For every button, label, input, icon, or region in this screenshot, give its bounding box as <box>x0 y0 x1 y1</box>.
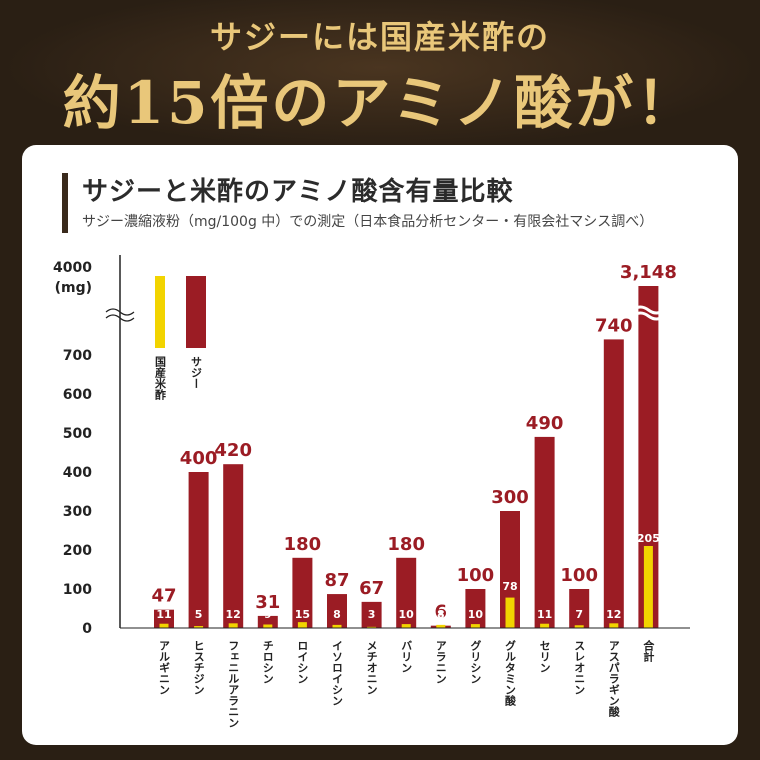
x-tick-label: セリン <box>538 640 551 673</box>
bar-break-mark <box>631 305 666 315</box>
bar-sagi <box>500 511 520 628</box>
x-tick-label: バリン <box>400 640 413 673</box>
bar-sagi <box>361 601 382 628</box>
value-label-rice-vinegar: 5 <box>195 608 203 621</box>
value-label-rice-vinegar: 3 <box>368 608 376 621</box>
bar-rice-vinegar <box>470 624 480 628</box>
value-label-rice-vinegar: 205 <box>637 532 660 545</box>
x-tick-label: ヒスチジン <box>192 640 205 695</box>
bar-break-mark <box>631 311 666 321</box>
title-accent-bar <box>62 173 68 233</box>
x-tick-label: アラニン <box>434 640 447 684</box>
bar-rice-vinegar <box>609 623 619 628</box>
value-label-sagi: 31 <box>255 592 280 613</box>
legend-swatch-rice-vinegar <box>155 276 165 348</box>
value-label-rice-vinegar: 7 <box>575 608 583 621</box>
value-label-sagi: 67 <box>359 578 384 599</box>
value-label-rice-vinegar: 11 <box>156 608 171 621</box>
axis-break-mark <box>105 308 135 316</box>
legend-label-sagi: サジー <box>190 356 203 389</box>
bar-rice-vinegar <box>263 624 273 628</box>
value-label-sagi: 490 <box>526 413 564 434</box>
value-label-rice-vinegar: 11 <box>537 608 552 621</box>
x-tick-label: ロイシン <box>296 640 309 684</box>
value-label-sagi: 6 <box>435 602 448 623</box>
bar-rice-vinegar <box>228 623 238 628</box>
bar-rice-vinegar <box>367 626 377 628</box>
value-label-sagi: 100 <box>560 565 598 586</box>
bar-rice-vinegar <box>643 546 653 628</box>
x-tick-label: グルタミン酸 <box>504 639 517 707</box>
value-label-sagi: 180 <box>284 534 322 555</box>
hero-banner: サジーには国産米酢の 約15倍のアミノ酸が！ <box>0 0 760 150</box>
y-tick-label: 300 <box>63 504 92 520</box>
x-tick-label: イソロイシン <box>331 640 344 706</box>
value-label-sagi: 400 <box>180 448 218 469</box>
x-tick-label: スレオニン <box>573 640 586 695</box>
bar-sagi <box>465 589 486 628</box>
bar-rice-vinegar <box>401 624 411 628</box>
bar-rice-vinegar <box>540 623 550 628</box>
value-label-sagi: 47 <box>151 586 176 607</box>
bar-rice-vinegar <box>159 623 169 628</box>
x-tick-label: フェニルアラニン <box>227 640 240 728</box>
value-label-rice-vinegar: 15 <box>295 608 310 621</box>
bar-rice-vinegar <box>505 597 515 628</box>
value-label-rice-vinegar: 12 <box>606 608 621 621</box>
value-label-sagi: 180 <box>387 534 425 555</box>
bar-sagi <box>154 609 174 628</box>
bar-sagi <box>638 286 659 628</box>
y-tick-label: 0 <box>82 621 92 637</box>
x-tick-label: アルギニン <box>158 640 171 695</box>
value-label-sagi: 420 <box>214 440 252 461</box>
value-label-rice-vinegar: 9 <box>264 608 272 621</box>
y-tick-label: 600 <box>63 387 92 403</box>
value-label-sagi: 3,148 <box>620 262 677 283</box>
bar-rice-vinegar <box>574 625 584 628</box>
bar-rice-vinegar <box>297 622 307 628</box>
value-label-sagi: 740 <box>595 315 633 336</box>
bar-sagi <box>257 615 278 628</box>
x-tick-label: メチオニン <box>365 640 378 695</box>
chart-title: サジーと米酢のアミノ酸含有量比較 <box>82 177 514 207</box>
bar-sagi <box>327 594 347 628</box>
hero-line-1: サジーには国産米酢の <box>209 18 550 56</box>
bar-sagi <box>569 589 590 628</box>
bar-sagi <box>292 557 313 628</box>
x-tick-label: 合計 <box>642 639 655 663</box>
value-label-sagi: 100 <box>457 565 495 586</box>
y-tick-label: 400 <box>63 465 92 481</box>
bar-rice-vinegar <box>332 624 342 628</box>
x-tick-label: アスパラギン酸 <box>607 640 620 718</box>
legend-label-rice-vinegar: 国産米酢 <box>154 356 168 401</box>
value-label-rice-vinegar: 12 <box>226 608 241 621</box>
y-break-label: 4000 <box>53 260 92 276</box>
value-label-rice-vinegar: 78 <box>502 580 517 593</box>
value-label-rice-vinegar: 10 <box>399 608 415 621</box>
value-label-rice-vinegar: 8 <box>333 608 341 621</box>
legend-swatch-sagi <box>186 276 206 348</box>
chart-subtitle: サジー濃縮液粉（mg/100g 中）での測定（日本食品分析センター・有限会社マシ… <box>82 214 654 230</box>
value-label-rice-vinegar: 8 <box>437 608 445 621</box>
bar-sagi <box>603 339 624 628</box>
y-tick-label: 200 <box>63 543 92 559</box>
bar-sagi <box>534 436 555 628</box>
y-tick-label: 700 <box>63 348 92 364</box>
y-unit-label: (mg) <box>55 280 92 296</box>
hero-line-2: 約15倍のアミノ酸が！ <box>62 69 698 137</box>
value-label-sagi: 87 <box>324 570 349 591</box>
x-tick-label: グリシン <box>469 639 482 684</box>
axis-break-mark <box>105 314 135 322</box>
value-label-sagi: 300 <box>491 487 529 508</box>
bar-sagi <box>396 557 417 628</box>
bar-rice-vinegar <box>436 624 446 628</box>
y-tick-label: 100 <box>63 582 92 598</box>
bar-rice-vinegar <box>194 626 204 628</box>
bar-sagi <box>223 464 244 628</box>
y-tick-label: 500 <box>63 426 92 442</box>
bar-sagi <box>188 472 209 628</box>
value-label-rice-vinegar: 10 <box>468 608 484 621</box>
x-tick-label: チロシン <box>261 640 274 684</box>
